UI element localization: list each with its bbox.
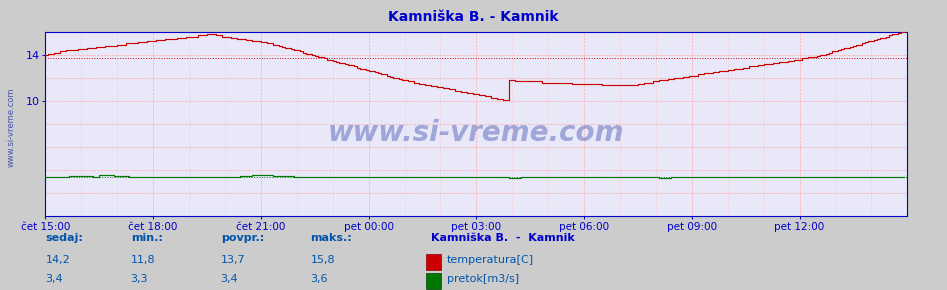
- Text: www.si-vreme.com: www.si-vreme.com: [328, 119, 625, 147]
- Text: 3,4: 3,4: [45, 274, 63, 284]
- Text: 15,8: 15,8: [311, 255, 335, 265]
- Text: temperatura[C]: temperatura[C]: [447, 255, 534, 265]
- Text: min.:: min.:: [131, 233, 163, 243]
- Text: maks.:: maks.:: [311, 233, 352, 243]
- Text: pretok[m3/s]: pretok[m3/s]: [447, 274, 519, 284]
- Text: 3,3: 3,3: [131, 274, 148, 284]
- Text: 11,8: 11,8: [131, 255, 155, 265]
- Text: www.si-vreme.com: www.si-vreme.com: [7, 88, 16, 167]
- Text: 3,6: 3,6: [311, 274, 328, 284]
- Text: 14,2: 14,2: [45, 255, 70, 265]
- Text: povpr.:: povpr.:: [221, 233, 264, 243]
- Text: sedaj:: sedaj:: [45, 233, 83, 243]
- Text: 13,7: 13,7: [221, 255, 245, 265]
- Text: Kamniška B. - Kamnik: Kamniška B. - Kamnik: [388, 10, 559, 24]
- Text: Kamniška B.  -  Kamnik: Kamniška B. - Kamnik: [431, 233, 575, 243]
- Text: 3,4: 3,4: [221, 274, 239, 284]
